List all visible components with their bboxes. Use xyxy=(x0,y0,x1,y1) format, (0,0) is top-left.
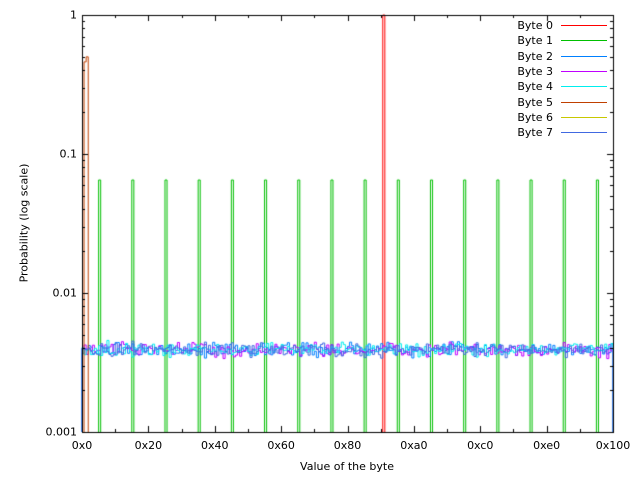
x-tick-label-0x0: 0x0 xyxy=(71,439,93,452)
legend-item-byte-3: Byte 3 xyxy=(445,64,607,79)
legend-item-byte-5: Byte 5 xyxy=(445,94,607,109)
y-tick-label-1: 1 xyxy=(70,8,77,22)
legend-line-swatch xyxy=(561,116,607,118)
legend-line-swatch xyxy=(561,25,607,27)
legend-item-byte-2: Byte 2 xyxy=(445,49,607,64)
x-tick-label-0x100: 0x100 xyxy=(595,439,631,452)
x-tick-label-0xe0: 0xe0 xyxy=(533,439,561,452)
legend-item-byte-1: Byte 1 xyxy=(445,33,607,48)
legend-item-byte-7: Byte 7 xyxy=(445,125,607,140)
legend-label: Byte 0 xyxy=(517,19,553,33)
x-tick-label-0x60: 0x60 xyxy=(267,439,295,452)
legend-line-swatch xyxy=(561,132,607,134)
legend-label: Byte 3 xyxy=(517,65,553,79)
legend-item-byte-4: Byte 4 xyxy=(445,79,607,94)
legend-line-swatch xyxy=(561,71,607,73)
legend-line-swatch xyxy=(561,86,607,88)
legend-label: Byte 1 xyxy=(517,34,553,48)
y-tick-label-0-01: 0.01 xyxy=(52,286,78,300)
legend-label: Byte 6 xyxy=(517,110,553,124)
y-tick-label-0-001: 0.001 xyxy=(45,425,78,439)
x-tick-label-0x40: 0x40 xyxy=(200,439,229,452)
x-tick-label-0x80: 0x80 xyxy=(333,439,362,452)
x-tick-label-0x20: 0x20 xyxy=(134,439,163,452)
x-axis-title: Value of the byte xyxy=(300,460,394,473)
legend-item-byte-6: Byte 6 xyxy=(445,110,607,125)
y-axis-title: Probability (log scale) xyxy=(17,163,31,283)
legend-label: Byte 7 xyxy=(517,126,553,140)
y-tick-label-0-1: 0.1 xyxy=(59,147,78,161)
legend: Byte 0 Byte 1 Byte 2 Byte 3 Byte 4 Byte … xyxy=(445,18,607,140)
legend-label: Byte 4 xyxy=(517,80,553,94)
legend-label: Byte 2 xyxy=(517,49,553,63)
legend-line-swatch xyxy=(561,55,607,57)
x-tick-label-0xc0: 0xc0 xyxy=(467,439,494,452)
x-tick-label-0xa0: 0xa0 xyxy=(400,439,428,452)
legend-item-byte-0: Byte 0 xyxy=(445,18,607,33)
legend-label: Byte 5 xyxy=(517,95,553,109)
legend-line-swatch xyxy=(561,101,607,103)
legend-line-swatch xyxy=(561,40,607,42)
